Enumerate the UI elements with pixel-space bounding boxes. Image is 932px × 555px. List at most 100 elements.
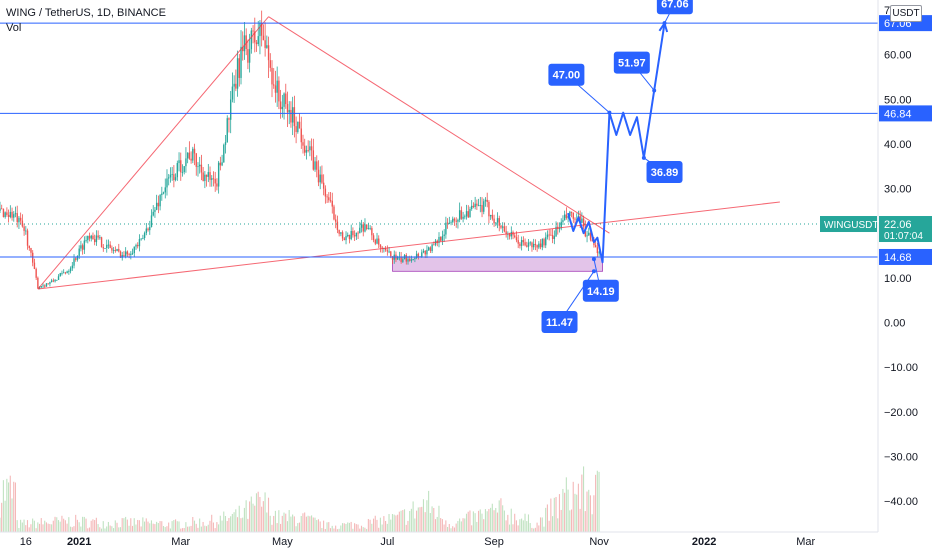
candle-body	[352, 231, 354, 236]
volume-bar	[209, 520, 211, 532]
volume-bar	[88, 527, 91, 532]
callout-label: 14.19	[587, 286, 615, 298]
volume-bar	[302, 513, 304, 532]
volume-bar	[545, 507, 547, 532]
volume-bar	[262, 501, 264, 532]
volume-bar	[51, 524, 53, 532]
volume-bar	[431, 506, 433, 532]
candle-body	[100, 237, 103, 248]
volume-bar	[328, 522, 330, 532]
volume-bar	[104, 528, 106, 532]
volume-bar	[488, 509, 490, 532]
candle-body	[56, 279, 58, 281]
volume-bar	[433, 507, 435, 532]
volume-indicator-label[interactable]: Vol	[6, 22, 22, 34]
volume-bar	[553, 497, 555, 532]
volume-bar	[264, 492, 266, 532]
candle-body	[159, 195, 161, 207]
volume-bar	[71, 527, 73, 532]
volume-bar	[324, 528, 326, 532]
candle-body	[347, 234, 349, 237]
volume-bar	[341, 523, 344, 532]
candle-body	[372, 235, 375, 240]
candle-body	[524, 242, 526, 246]
currency-badge[interactable]: USDT	[890, 5, 922, 22]
candle-body	[243, 35, 246, 52]
volume-bar	[281, 515, 283, 532]
volume-bar	[317, 519, 319, 532]
candle-body	[426, 249, 428, 255]
volume-bar	[57, 520, 60, 532]
volume-bar	[304, 512, 306, 532]
candle-body	[424, 250, 426, 255]
candle-body	[264, 40, 266, 48]
volume-bar	[495, 507, 497, 532]
candle-body	[59, 273, 61, 277]
volume-bar	[476, 521, 478, 532]
volume-bar	[329, 528, 332, 532]
candle-body	[228, 118, 230, 120]
volume-bar	[145, 518, 147, 532]
candle-body	[233, 83, 235, 87]
volume-bar	[9, 475, 11, 532]
volume-bar	[52, 520, 54, 532]
volume-bar	[360, 525, 363, 532]
candle-body	[345, 236, 347, 241]
chart-header: WING / TetherUS, 1D, BINANCE Vol	[6, 6, 166, 36]
volume-bar	[314, 517, 316, 532]
volume-bar	[18, 527, 20, 532]
symbol-title[interactable]: WING / TetherUS, 1D, BINANCE	[6, 7, 166, 19]
volume-bar	[352, 528, 354, 532]
volume-bar	[428, 490, 430, 532]
candle-body	[273, 84, 275, 86]
callout-anchor	[591, 257, 596, 262]
candle-body	[121, 255, 123, 258]
volume-bar	[142, 517, 144, 532]
candle-body	[596, 247, 599, 254]
volume-bar	[345, 523, 347, 532]
volume-bar	[386, 523, 388, 532]
candle-body	[235, 83, 237, 89]
candle-body	[458, 210, 461, 220]
candle-body	[138, 239, 141, 247]
candle-body	[593, 241, 595, 246]
candle-body	[171, 174, 173, 176]
volume-bar	[338, 528, 340, 532]
candle-body	[106, 244, 108, 249]
candle-body	[291, 107, 294, 123]
x-tick-label: Mar	[796, 536, 815, 548]
volume-bar	[236, 517, 239, 532]
volume-bar	[586, 491, 588, 532]
volume-bar	[343, 523, 345, 532]
candle-body	[488, 201, 490, 217]
volume-bar	[583, 466, 585, 532]
volume-bar	[92, 519, 94, 532]
volume-bar	[69, 526, 72, 532]
volume-bar	[283, 512, 285, 532]
candle-body	[26, 230, 29, 246]
candle-body	[496, 218, 499, 223]
volume-bar	[496, 512, 499, 532]
candle-body	[185, 158, 187, 167]
volume-bar	[347, 522, 349, 532]
candle-body	[495, 222, 497, 224]
volume-bar	[195, 523, 197, 532]
volume-bar	[400, 510, 402, 532]
candle-body	[481, 204, 483, 212]
candle-body	[124, 251, 127, 257]
volume-bar	[447, 526, 449, 532]
candle-body	[317, 169, 320, 183]
volume-bar	[243, 507, 245, 532]
volume-bar	[481, 513, 483, 532]
volume-bar	[550, 498, 552, 532]
volume-bar	[107, 521, 109, 532]
candle-body	[69, 268, 72, 272]
candle-body	[199, 164, 201, 167]
candle-body	[341, 232, 344, 239]
candle-body	[324, 188, 327, 197]
volume-bar	[193, 520, 196, 532]
volume-bar	[531, 527, 533, 532]
volume-bar	[359, 528, 361, 532]
